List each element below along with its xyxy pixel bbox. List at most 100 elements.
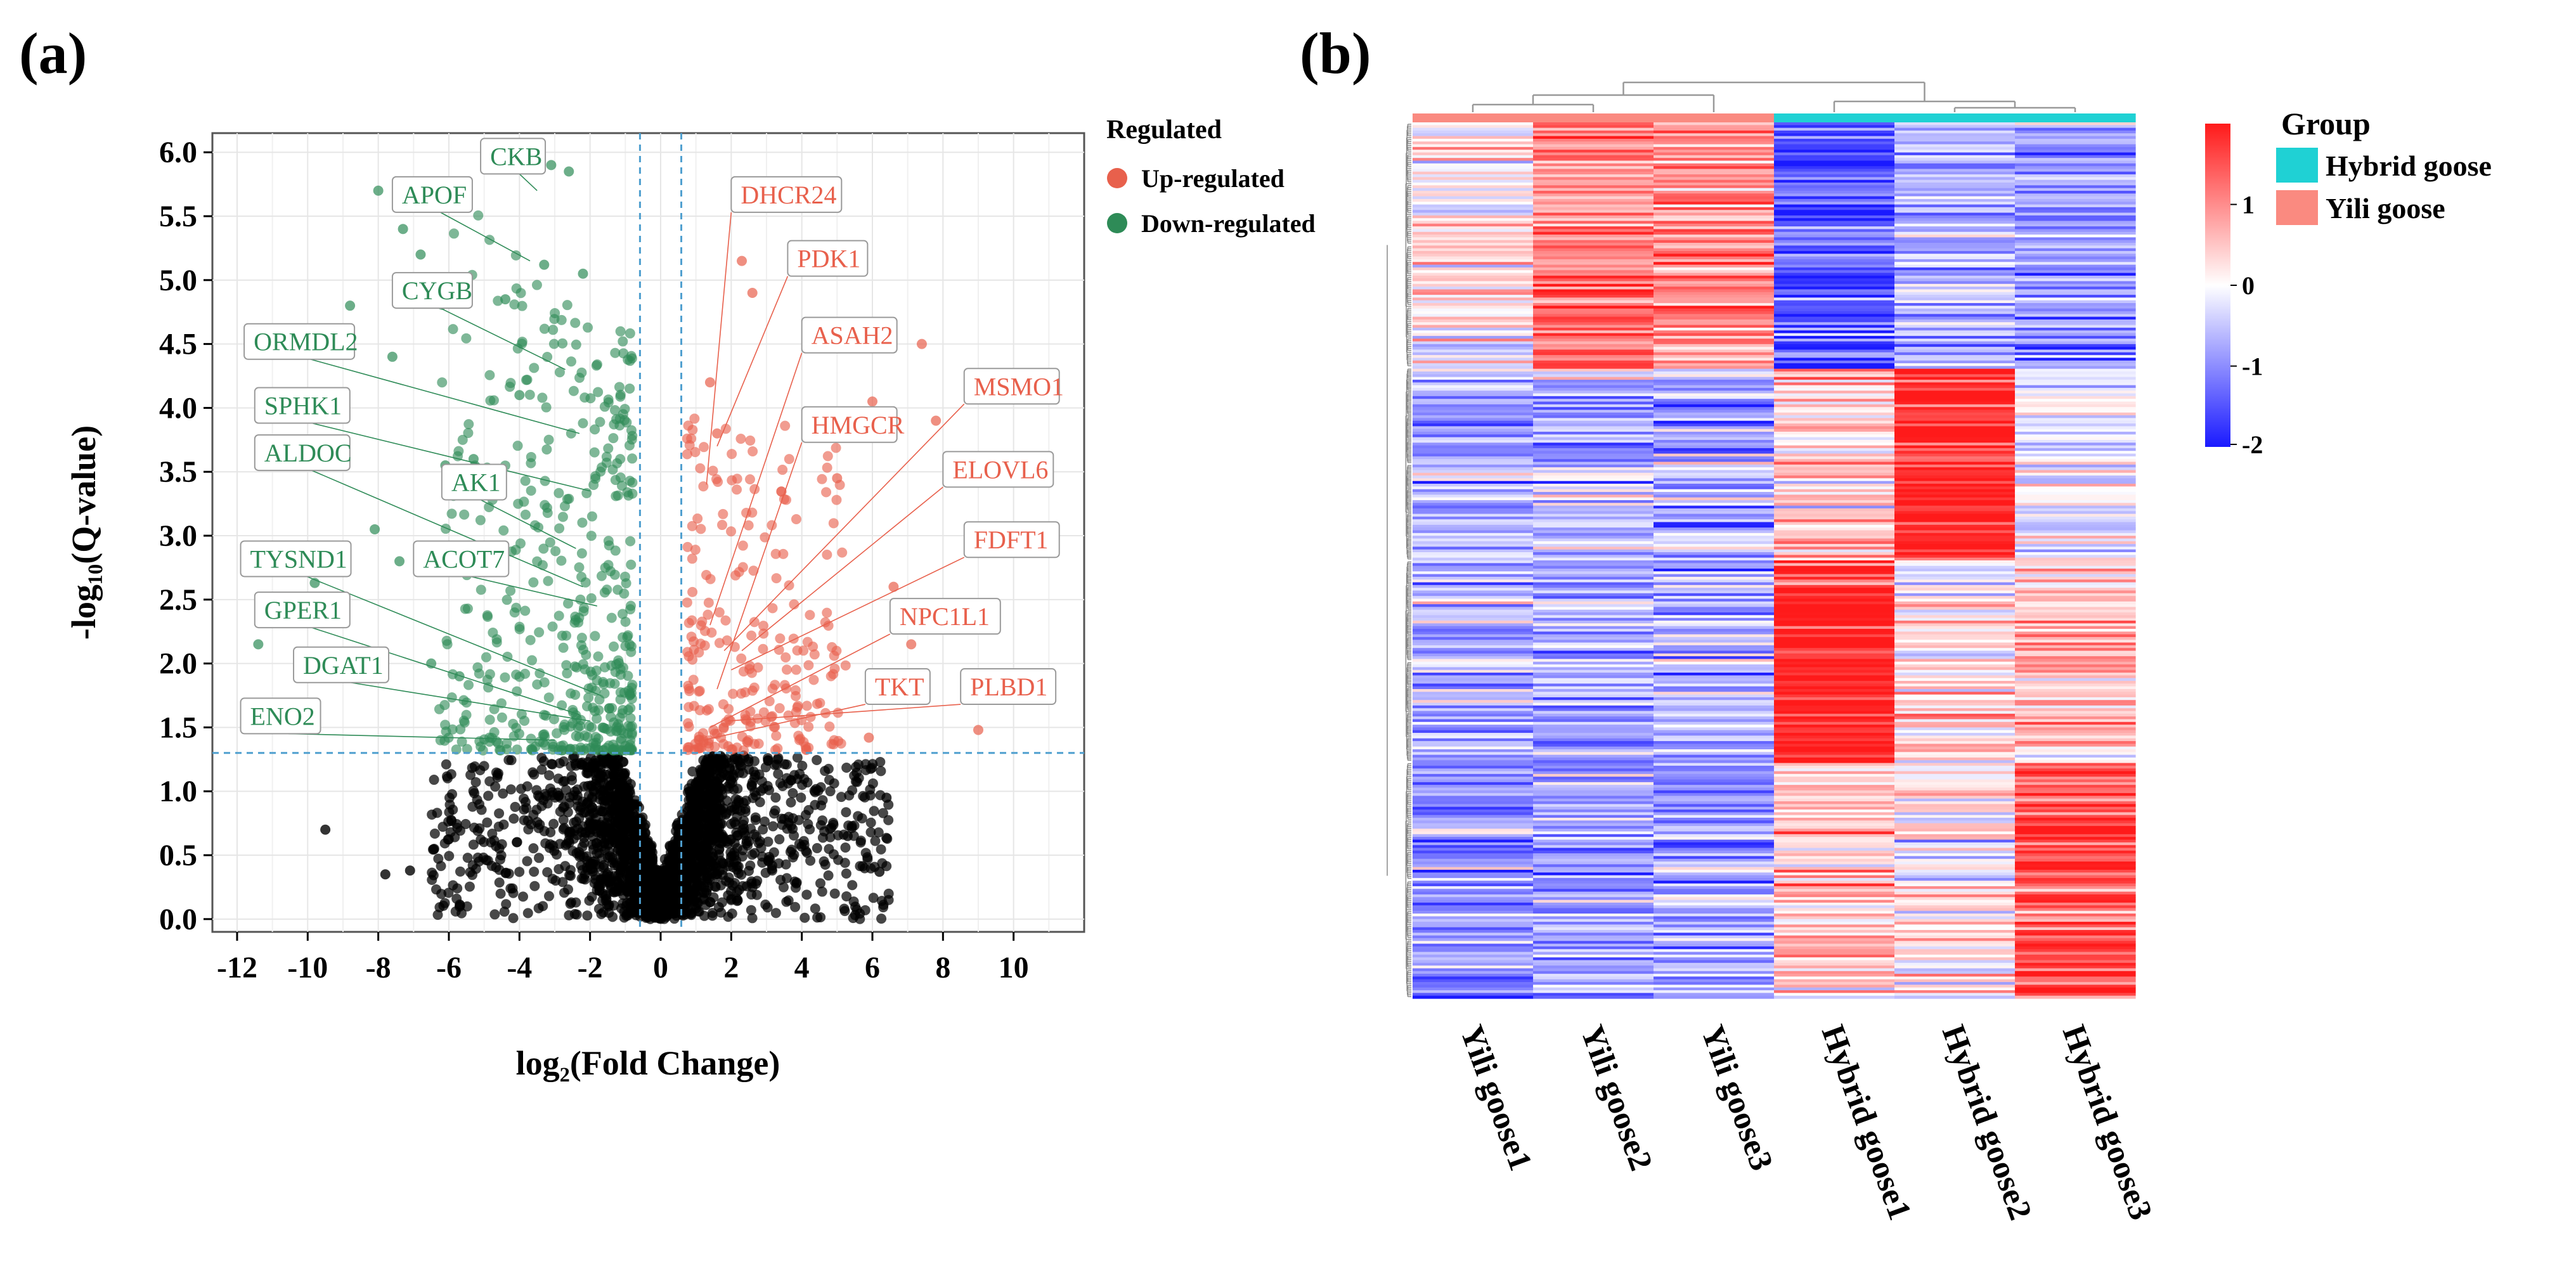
heatmap-cell [1654, 330, 1775, 334]
ns-point [510, 801, 521, 812]
ns-point [529, 867, 540, 877]
heatmap-cell [1533, 339, 1654, 342]
heatmap-cell [1894, 221, 2016, 224]
down-point [603, 397, 614, 408]
heatmap-cell [1774, 281, 1895, 285]
heatmap-cell [1654, 158, 1775, 162]
heatmap-cell [1413, 144, 1534, 148]
heatmap-cell [1774, 273, 1895, 276]
heatmap-cell [1894, 264, 2016, 268]
ns-point [533, 853, 544, 863]
ns-point [522, 856, 533, 867]
heatmap-cell [1413, 226, 1534, 230]
heatmap-cell [1894, 240, 2016, 243]
ns-point [552, 849, 562, 860]
heatmap-cell [1413, 229, 1534, 233]
heatmap-cell [1533, 358, 1654, 361]
ns-point [607, 831, 618, 842]
ns-point [805, 855, 816, 866]
down-point [623, 490, 634, 501]
down-point [525, 635, 536, 645]
down-point [446, 692, 457, 703]
heatmap-cell [1413, 347, 1534, 351]
ns-point [763, 753, 773, 764]
x-tick-label: 6 [865, 951, 880, 984]
heatmap-cell [1774, 158, 1895, 162]
heatmap-cell [2015, 352, 2136, 356]
ns-point [432, 910, 443, 920]
heatmap-cell [1774, 399, 1895, 403]
ns-point [768, 808, 779, 819]
volcano-plot: CKB APOF CYGB ORMDL2 SPHK1 ALDOC AK1 ACOT7 TYSND… [65, 115, 1316, 1082]
heatmap-cell [1533, 295, 1654, 298]
heatmap-cell [1894, 207, 2016, 210]
down-point [527, 655, 538, 666]
heatmap-cell [1774, 150, 1895, 153]
down-point [512, 441, 523, 451]
heatmap-cell [1894, 144, 2016, 148]
heatmap-cell [1413, 306, 1534, 309]
ns-point [727, 880, 738, 891]
heatmap-cell [2015, 355, 2136, 359]
heatmap-cell [1774, 330, 1895, 334]
up-point [687, 425, 698, 436]
heatmap-cell [2015, 306, 2136, 309]
gene-label-cygb: CYGB [402, 276, 472, 305]
ns-point [467, 801, 478, 812]
heatmap-cell [1413, 177, 1534, 181]
heatmap-cell [1774, 188, 1895, 191]
up-point [815, 697, 825, 708]
ns-point [694, 858, 705, 868]
heatmap-cell [1654, 133, 1775, 137]
heatmap-cell [1774, 169, 1895, 172]
heatmap-cell [1533, 412, 1654, 416]
heatmap-cell [1654, 185, 1775, 189]
ns-point [726, 894, 737, 905]
ns-point [782, 823, 793, 834]
down-point [539, 709, 550, 720]
ns-point [579, 837, 590, 848]
heatmap-cell [1533, 344, 1654, 347]
heatmap-cell [1533, 212, 1654, 216]
heatmap-cell [1654, 146, 1775, 150]
heatmap-cell [1533, 160, 1654, 164]
ns-point [874, 867, 885, 877]
up-point [699, 442, 709, 453]
heatmap-cell [1533, 198, 1654, 202]
heatmap-cell [1533, 415, 1654, 419]
gene-label-pdk1: PDK1 [797, 245, 860, 273]
up-point [732, 742, 742, 753]
heatmap-cell [2015, 379, 2136, 383]
down-point [540, 500, 550, 510]
y-tick-labels: 0.0 0.5 1.0 1.5 2.0 2.5 3.0 3.5 4.0 4.5 5.0 5.5 6.0 [159, 136, 212, 936]
panel-label-b-open: ( [1300, 21, 1319, 86]
heatmap-cell [2015, 245, 2136, 249]
heatmap-cell [1533, 174, 1654, 178]
ns-point [849, 770, 860, 781]
gene-label-aldoc: ALDOC [264, 439, 352, 467]
heatmap-cell [1894, 399, 2016, 403]
ns-point [836, 792, 846, 803]
ns-point [508, 813, 519, 824]
ns-point [444, 851, 455, 862]
heatmap-cell [1654, 207, 1775, 210]
heatmap-cell [1413, 133, 1534, 137]
heatmap-cell [1894, 150, 2016, 153]
ns-point [786, 797, 796, 808]
ns-point [855, 836, 866, 846]
ns-point [763, 836, 773, 847]
down-point [615, 694, 626, 705]
heatmap-cell [1774, 138, 1895, 142]
heatmap-cell [1533, 355, 1654, 359]
up-point [753, 739, 764, 749]
ns-point [442, 773, 453, 784]
ns-point [850, 761, 861, 772]
group-annotation-cell [1413, 113, 1534, 122]
ns-point [748, 766, 759, 777]
heatmap-cell [2015, 169, 2136, 172]
ns-point [868, 893, 879, 903]
down-point [441, 524, 451, 534]
up-point [694, 685, 705, 696]
heatmap-cell [1774, 349, 1895, 353]
heatmap-cell [1774, 289, 1895, 293]
